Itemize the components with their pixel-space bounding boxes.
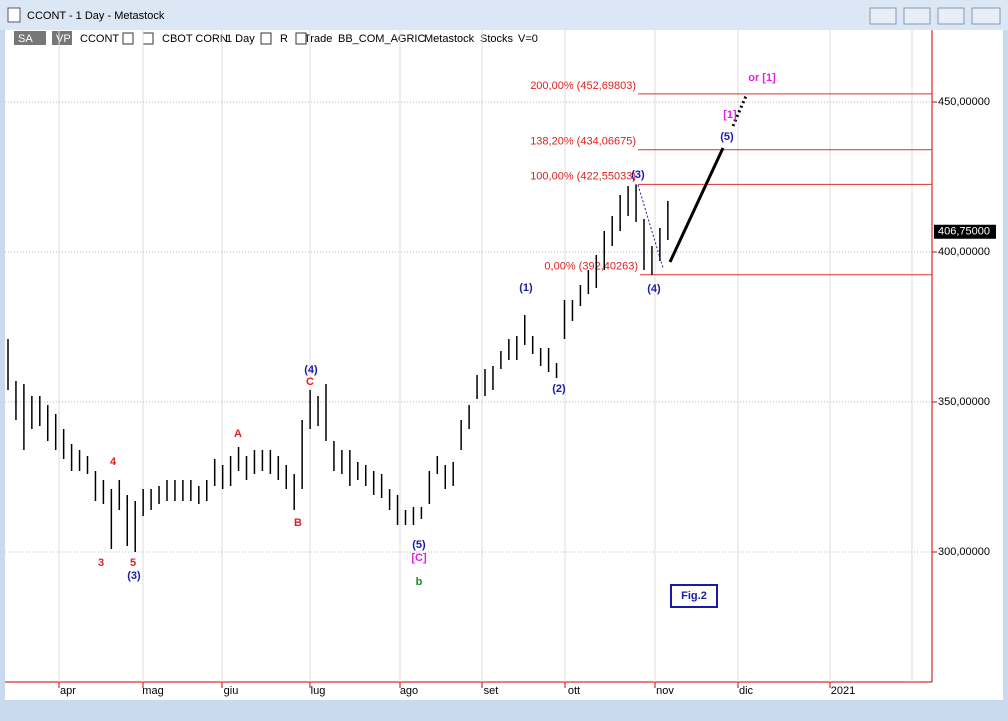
- wave-label: (2): [552, 383, 566, 395]
- wave-label: 3: [98, 557, 104, 569]
- projection-dotted: [731, 95, 748, 127]
- wave-label: A: [234, 428, 242, 440]
- dropdown[interactable]: [142, 32, 154, 45]
- x-tick-label: set: [484, 685, 499, 697]
- toolbar-item[interactable]: Metastock: [424, 33, 475, 45]
- last-price-box: [934, 224, 996, 239]
- dropdown[interactable]: [122, 32, 134, 45]
- app-icon: [7, 7, 21, 23]
- toolbar-item[interactable]: CCONT: [80, 33, 119, 45]
- wave-label: (3): [631, 169, 645, 181]
- wave-label: [C]: [411, 552, 427, 564]
- fib-label: 100,00% (422,55033): [530, 170, 636, 182]
- x-tick-label: giu: [224, 685, 239, 697]
- fig-box: [670, 584, 718, 608]
- y-tick-label: 350,00000: [938, 396, 990, 408]
- x-tick-label: 2021: [831, 685, 855, 697]
- fib-label: 0,00% (392,40263): [544, 261, 638, 273]
- wave-label: (4): [647, 283, 661, 295]
- plot: apr mag giu lug ago set ott nov dic 2021 300,00000…: [5, 30, 996, 697]
- btn-minimize[interactable]: [903, 7, 931, 25]
- wave-label: C: [306, 376, 314, 388]
- y-tick-label: 450,00000: [938, 96, 990, 108]
- toolbar-item[interactable]: 1 Day: [226, 33, 255, 45]
- btn-maximize[interactable]: [937, 7, 965, 25]
- btn-menu[interactable]: [869, 7, 897, 25]
- y-tick-label: 400,00000: [938, 246, 990, 258]
- x-tick-label: ago: [400, 685, 418, 697]
- wave-label: (1): [519, 282, 533, 294]
- dropdown[interactable]: [260, 32, 272, 45]
- window-title: CCONT - 1 Day - Metastock: [27, 10, 165, 22]
- dropdown[interactable]: [295, 32, 307, 45]
- toolbar-button[interactable]: [52, 31, 72, 45]
- chart-background: [5, 30, 1003, 700]
- wave-label: B: [294, 517, 302, 529]
- x-tick-label: apr: [60, 685, 76, 697]
- x-tick-label: nov: [656, 685, 674, 697]
- toolbar-item[interactable]: CBOT CORN: [162, 33, 228, 45]
- toolbar-item[interactable]: Stocks: [480, 33, 514, 45]
- toolbar-button[interactable]: [14, 31, 46, 45]
- wave-label: (3): [127, 570, 141, 582]
- projection: [668, 147, 725, 263]
- btn-close[interactable]: [971, 7, 1001, 25]
- fib-label: 138,20% (434,06675): [530, 136, 636, 148]
- y-tick-label: 300,00000: [938, 546, 990, 558]
- wave-label: or [1]: [748, 72, 776, 84]
- wave-label: (5): [720, 131, 734, 143]
- toolbar-item[interactable]: V=0: [518, 33, 538, 45]
- toolbar-item[interactable]: VP: [56, 33, 71, 45]
- x-tick-label: ott: [568, 685, 580, 697]
- last-price-label: 406,75000: [938, 226, 990, 238]
- wave-label: Fig.2: [681, 590, 707, 602]
- wave-dash: [637, 184, 664, 269]
- toolbar-item[interactable]: R: [280, 33, 288, 45]
- wave-label: b: [416, 576, 423, 588]
- x-tick-label: dic: [739, 685, 754, 697]
- toolbar-item[interactable]: BB_COM_AGRIC: [338, 33, 425, 45]
- wave-label: 4: [110, 456, 117, 468]
- toolbar-item[interactable]: SA: [18, 33, 33, 45]
- wave-label: (5): [412, 539, 426, 551]
- title-bar: [0, 0, 1008, 30]
- toolbar-item[interactable]: Trade: [304, 33, 332, 45]
- fib-label: 200,00% (452,69803): [530, 80, 636, 92]
- x-tick-label: lug: [311, 685, 326, 697]
- wave-label: [1]: [723, 109, 737, 121]
- x-tick-label: mag: [142, 685, 163, 697]
- wave-label: (4): [304, 364, 318, 376]
- wave-label: 5: [130, 557, 136, 569]
- window-buttons[interactable]: [869, 7, 1001, 25]
